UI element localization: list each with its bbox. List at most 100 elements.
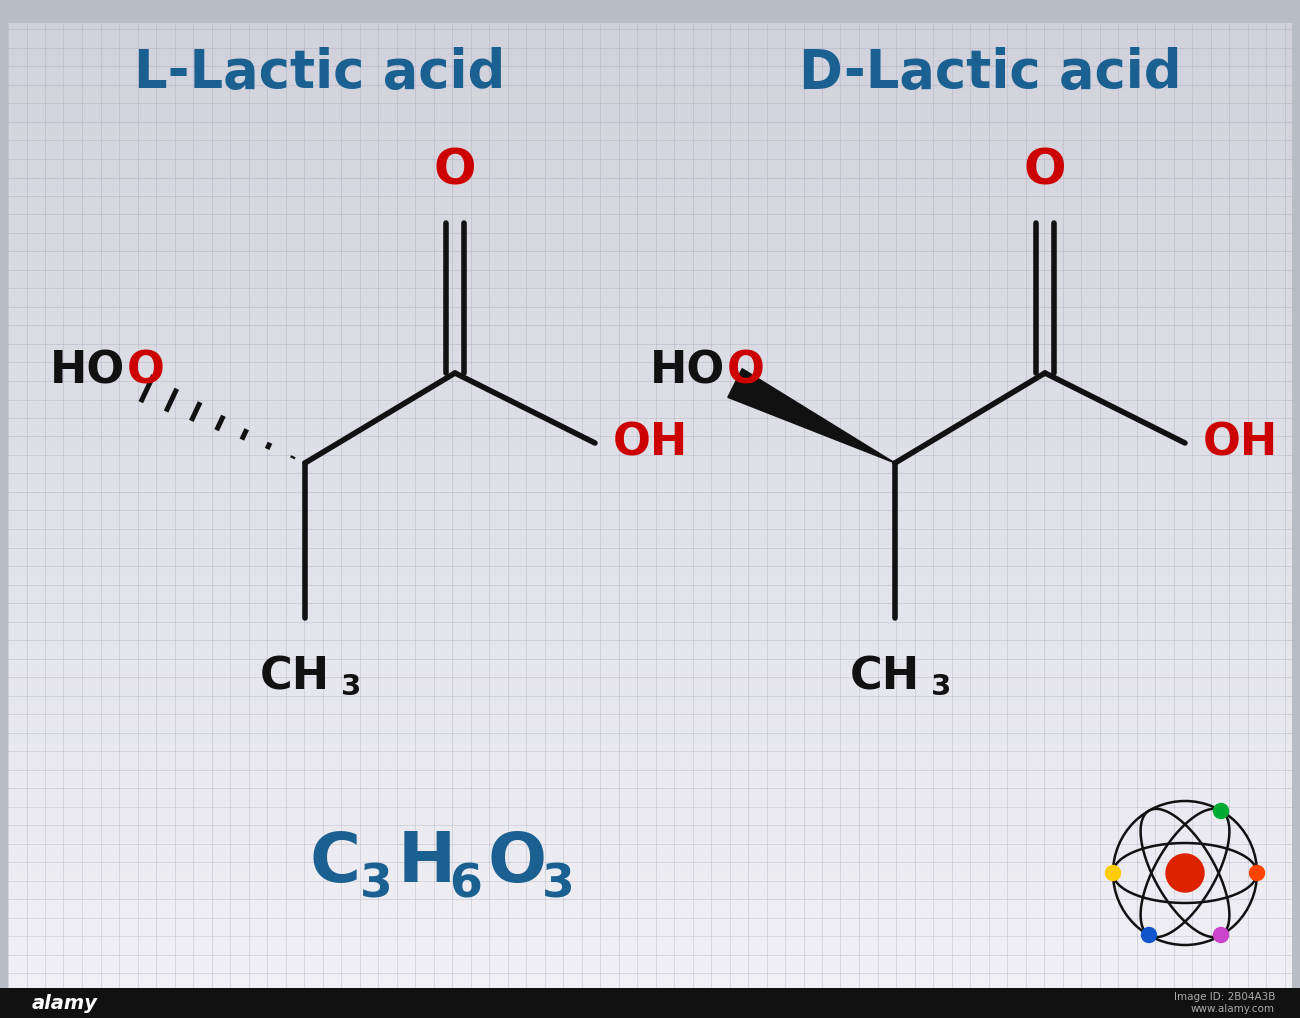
Text: OH: OH — [614, 421, 688, 464]
Bar — [8, 823, 1292, 833]
Bar — [8, 309, 1292, 319]
Bar — [8, 803, 1292, 812]
Bar — [8, 289, 1292, 299]
Bar — [8, 23, 1292, 33]
Polygon shape — [728, 369, 894, 463]
Bar — [8, 911, 1292, 921]
Bar — [8, 892, 1292, 901]
Bar — [8, 152, 1292, 161]
Bar — [8, 921, 1292, 931]
Bar — [8, 635, 1292, 644]
Bar — [8, 487, 1292, 497]
Bar — [8, 388, 1292, 398]
Bar — [8, 871, 1292, 882]
Bar — [8, 339, 1292, 349]
Text: 3: 3 — [931, 673, 952, 701]
Bar — [8, 497, 1292, 507]
Bar — [8, 92, 1292, 102]
Bar — [8, 161, 1292, 171]
Text: 3: 3 — [541, 862, 575, 907]
Bar — [8, 724, 1292, 734]
Bar — [8, 704, 1292, 714]
Bar — [8, 349, 1292, 358]
Circle shape — [1141, 927, 1157, 943]
Text: O: O — [1024, 147, 1066, 195]
Bar — [8, 546, 1292, 556]
Bar — [8, 112, 1292, 122]
Circle shape — [1213, 927, 1228, 943]
Bar — [8, 190, 1292, 201]
Bar — [8, 477, 1292, 487]
Text: O: O — [127, 349, 165, 393]
Bar — [8, 764, 1292, 773]
Bar — [8, 131, 1292, 142]
Bar — [8, 299, 1292, 309]
Bar — [8, 665, 1292, 674]
Bar — [8, 596, 1292, 606]
Bar — [8, 980, 1292, 991]
Bar — [8, 734, 1292, 743]
Bar — [8, 714, 1292, 724]
Bar — [8, 62, 1292, 72]
Bar — [8, 358, 1292, 369]
Bar — [8, 102, 1292, 112]
Bar — [8, 438, 1292, 447]
Bar — [8, 882, 1292, 892]
Bar — [8, 270, 1292, 280]
Text: CH: CH — [850, 656, 920, 699]
Bar — [8, 694, 1292, 704]
Text: O: O — [727, 349, 764, 393]
Bar — [8, 457, 1292, 467]
Bar — [8, 783, 1292, 793]
Bar — [8, 250, 1292, 260]
Bar — [8, 181, 1292, 190]
Bar — [8, 467, 1292, 477]
Bar — [8, 280, 1292, 289]
Bar — [8, 556, 1292, 566]
Bar — [8, 606, 1292, 615]
Bar — [8, 329, 1292, 339]
Bar — [8, 1000, 1292, 1010]
Text: O: O — [434, 147, 476, 195]
Bar — [8, 833, 1292, 842]
Bar — [8, 566, 1292, 576]
Bar — [8, 625, 1292, 635]
Text: C: C — [309, 830, 360, 897]
Bar — [8, 991, 1292, 1000]
Circle shape — [1166, 854, 1204, 892]
Bar — [8, 417, 1292, 428]
Bar — [8, 526, 1292, 536]
Bar — [8, 82, 1292, 92]
Bar — [8, 536, 1292, 546]
Bar — [8, 72, 1292, 82]
Bar — [8, 142, 1292, 152]
Text: www.alamy.com: www.alamy.com — [1191, 1005, 1275, 1015]
Bar — [8, 516, 1292, 526]
Bar — [8, 319, 1292, 329]
Bar — [8, 951, 1292, 961]
Bar — [8, 369, 1292, 379]
Bar — [8, 941, 1292, 951]
Text: L-Lactic acid: L-Lactic acid — [134, 47, 506, 99]
Bar — [8, 43, 1292, 53]
Circle shape — [1105, 865, 1121, 881]
Bar — [8, 684, 1292, 694]
Bar — [8, 211, 1292, 221]
Bar — [8, 408, 1292, 417]
Bar — [8, 33, 1292, 43]
Bar — [8, 970, 1292, 980]
Bar — [8, 753, 1292, 764]
Bar — [8, 644, 1292, 655]
Bar — [8, 655, 1292, 665]
Bar — [8, 53, 1292, 62]
Text: O: O — [488, 830, 546, 897]
Bar — [8, 931, 1292, 941]
Text: HO: HO — [650, 349, 725, 393]
Bar — [8, 240, 1292, 250]
Bar — [8, 773, 1292, 783]
Text: H: H — [398, 830, 455, 897]
Circle shape — [1213, 803, 1228, 818]
Bar — [8, 260, 1292, 270]
Bar — [8, 793, 1292, 803]
Bar — [8, 507, 1292, 516]
